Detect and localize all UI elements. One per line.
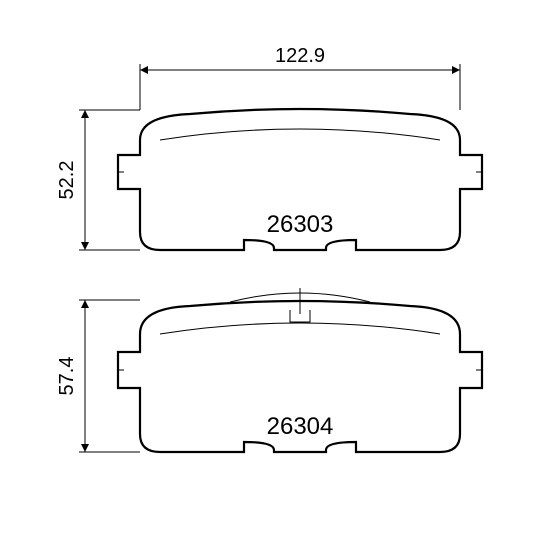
width-dimension-label: 122.9 <box>275 45 325 67</box>
part-id-top: 26303 <box>267 211 334 238</box>
height-bottom-dimension-label: 57.4 <box>56 357 78 396</box>
part-id-bottom: 26304 <box>267 413 334 440</box>
height-top-dimension-label: 52.2 <box>56 161 78 200</box>
